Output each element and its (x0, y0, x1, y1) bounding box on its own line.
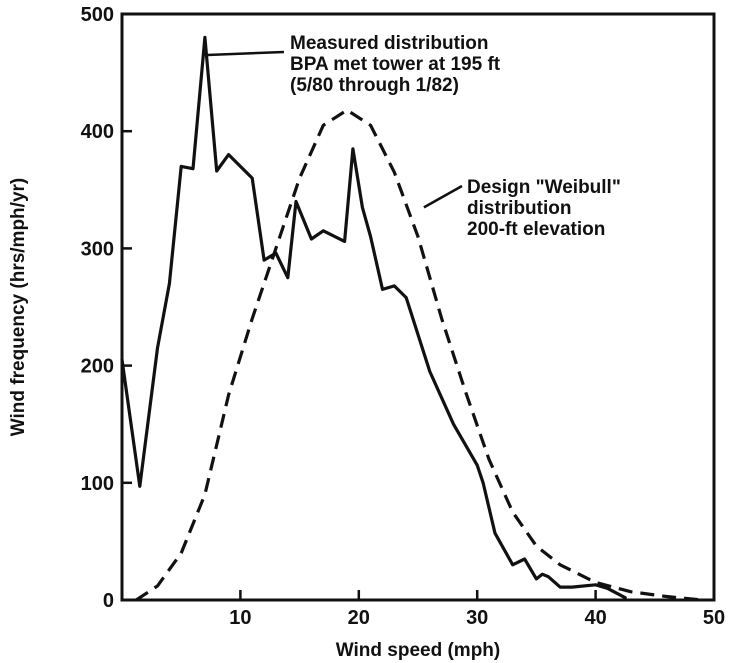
x-axis-ticks: 10 20 30 40 50 (229, 590, 725, 629)
weibull-series-line (135, 108, 703, 602)
measured-series-line (120, 35, 627, 600)
weibull-annotation: Design "Weibull" distribution 200-ft ele… (423, 177, 626, 240)
y-axis-ticks: 0 100 200 300 400 500 (81, 4, 132, 612)
x-tick-label: 50 (703, 607, 725, 629)
measured-annotation-line-2: BPA met tower at 195 ft (290, 54, 501, 75)
x-tick-label: 40 (584, 607, 606, 629)
y-tick-label: 300 (81, 238, 114, 260)
measured-leader-line (207, 50, 285, 57)
x-tick-label: 30 (466, 607, 488, 629)
svg-text:Measured distribution BP: Measured distribution BPA met tower at 1… (290, 33, 505, 96)
measured-annotation: Measured distribution BPA met tower at 1… (207, 33, 505, 96)
plot-frame (120, 12, 716, 602)
y-tick-label: 500 (81, 4, 114, 26)
weibull-annotation-line-2: distribution (467, 198, 571, 219)
x-tick-label: 20 (348, 607, 370, 629)
x-tick-label: 10 (229, 607, 251, 629)
weibull-leader-line (423, 184, 463, 209)
measured-annotation-line-1: Measured distribution (290, 33, 488, 54)
weibull-annotation-line-3: 200-ft elevation (467, 219, 605, 240)
y-tick-label: 0 (103, 590, 114, 612)
weibull-annotation-line-1: Design "Weibull" (467, 177, 621, 198)
y-tick-label: 400 (81, 121, 114, 143)
y-tick-label: 100 (81, 473, 114, 495)
y-tick-label: 200 (81, 356, 114, 378)
x-axis-title: Wind speed (mph) (336, 640, 501, 661)
svg-text:Design "Weibull" distrib: Design "Weibull" distribution 200-ft ele… (467, 177, 626, 240)
series-layer (120, 35, 703, 602)
y-axis-title: Wind frequency (hrs/mph/yr) (8, 178, 29, 436)
measured-annotation-line-3: (5/80 through 1/82) (290, 75, 459, 96)
